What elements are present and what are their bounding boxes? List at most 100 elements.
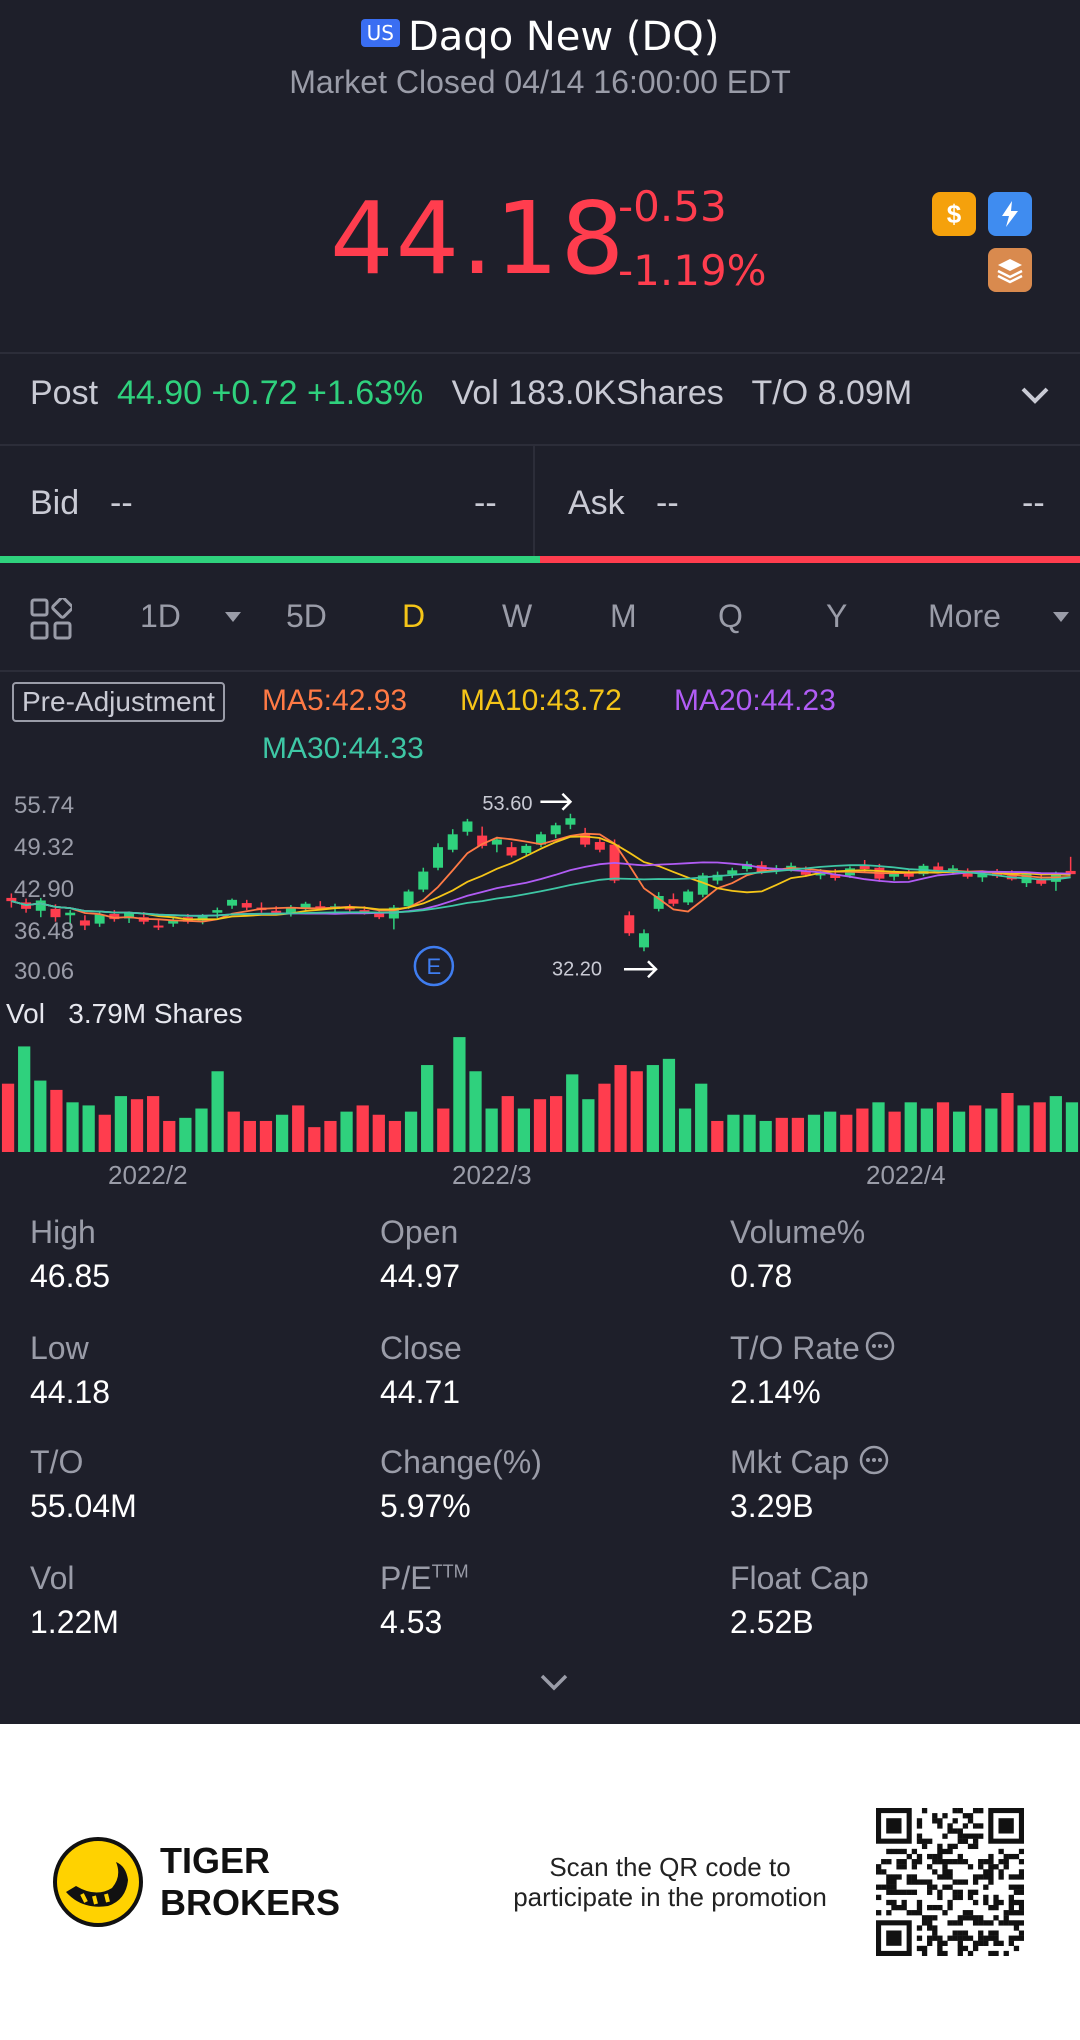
qr-finder (988, 1808, 1024, 1844)
qr-finder (876, 1920, 912, 1956)
high-marker-label: 53.60 (482, 793, 532, 815)
x-tick: 2022/2 (108, 1160, 188, 1190)
candle (712, 871, 723, 885)
x-tick: 2022/4 (866, 1160, 946, 1190)
stat-value-mkt-cap: 3.29B (730, 1488, 814, 1524)
pe-label: P/E (380, 1560, 432, 1596)
earnings-marker-icon[interactable]: E (413, 945, 455, 987)
post-change-pct: +1.63% (306, 374, 424, 412)
candle (168, 917, 179, 927)
volume-bar (404, 1111, 418, 1152)
volume-bar (952, 1111, 966, 1152)
post-market-row[interactable]: Post 44.90 +0.72 +1.63% Vol 183.0KShares… (30, 374, 912, 413)
tab-1d[interactable]: 1D (140, 598, 181, 634)
flash-icon[interactable] (988, 192, 1032, 236)
volume-bar (372, 1114, 385, 1152)
candle (550, 822, 561, 839)
dollar-icon[interactable]: $ (932, 192, 976, 236)
volume-bar (324, 1120, 337, 1152)
candle (683, 889, 694, 905)
stat-value-vol: 1.22M (30, 1604, 119, 1640)
volume-bar (775, 1117, 788, 1152)
stat-value-to-rate: 2.14% (730, 1374, 821, 1410)
volume-bar (1017, 1105, 1030, 1152)
tiger-logo-icon (53, 1837, 143, 1927)
volume-bar (1033, 1102, 1046, 1152)
ask-price: -- (656, 484, 679, 522)
last-price: 44.18 (330, 180, 627, 297)
volume-bar (598, 1083, 611, 1152)
tab-y[interactable]: Y (826, 598, 848, 634)
volume-bar (549, 1096, 563, 1152)
candle (153, 919, 164, 931)
stat-value-change-pct: 5.97% (380, 1488, 471, 1524)
volume-bar (292, 1105, 305, 1152)
info-icon[interactable] (858, 1444, 890, 1476)
ma5-label: MA5:42.93 (262, 684, 408, 717)
candle (241, 899, 252, 911)
volume-bar (1049, 1096, 1062, 1152)
pre-adjustment-button[interactable]: Pre-Adjustment (12, 682, 225, 722)
stat-value-pe: 4.53 (380, 1604, 443, 1640)
info-icon[interactable] (864, 1330, 896, 1362)
expand-stats-chevron-icon[interactable] (538, 1670, 570, 1694)
volume-bar (98, 1114, 111, 1152)
stat-value-open: 44.97 (380, 1258, 461, 1294)
tab-q[interactable]: Q (718, 598, 743, 634)
tab-w[interactable]: W (502, 598, 533, 634)
volume-bar (34, 1080, 47, 1152)
tab-5d[interactable]: 5D (286, 598, 327, 634)
volume-bar (485, 1108, 498, 1152)
post-change: +0.72 (211, 374, 298, 412)
stat-label-mkt-cap: Mkt Cap (730, 1444, 850, 1480)
volume-bar (711, 1120, 724, 1152)
stat-label-low: Low (30, 1330, 89, 1366)
volume-bar (566, 1074, 579, 1152)
volume-bar (662, 1058, 676, 1152)
caret-down-icon[interactable] (224, 610, 242, 624)
expand-chevron-icon[interactable] (1018, 380, 1052, 410)
tab-more[interactable]: More (928, 598, 1001, 634)
volume-bar (969, 1105, 982, 1152)
candle (447, 829, 458, 853)
volume-bar (727, 1114, 740, 1152)
period-tabs: 1D 5D D W M Q Y More (0, 580, 1080, 670)
candle (6, 893, 17, 908)
candlestick-chart[interactable]: 53.60 32.20 E (0, 780, 1080, 1000)
volume-bar (533, 1099, 547, 1152)
volume-title: Vol (6, 998, 45, 1029)
low-marker-label: 32.20 (552, 958, 602, 980)
more-caret-icon[interactable] (1052, 610, 1070, 624)
tab-m[interactable]: M (610, 598, 637, 634)
volume-bar (501, 1096, 514, 1152)
price-change-pct: -1.19% (618, 246, 767, 295)
volume-bar (791, 1117, 805, 1152)
volume-bar (179, 1117, 192, 1152)
volume-bar (646, 1065, 659, 1152)
layers-icon[interactable] (988, 248, 1032, 292)
volume-bar (743, 1114, 756, 1152)
qr-code[interactable] (876, 1808, 1024, 1956)
promo-line-2: participate in the promotion (513, 1882, 827, 1912)
volume-bar (50, 1089, 63, 1152)
stat-label-high: High (30, 1214, 96, 1250)
volume-bar (130, 1099, 144, 1152)
grid-icon[interactable] (30, 598, 72, 640)
tab-d[interactable]: D (402, 598, 426, 634)
candle (300, 901, 311, 912)
candle (653, 892, 664, 912)
volume-label: Vol 3.79M Shares (6, 998, 243, 1030)
volume-bar (840, 1114, 853, 1152)
bid-price: -- (110, 484, 133, 522)
candle (727, 867, 738, 879)
candle (433, 843, 444, 871)
post-label: Post (30, 374, 99, 412)
volume-chart[interactable] (0, 1030, 1080, 1152)
market-status: Market Closed 04/14 16:00:00 EDT (289, 64, 791, 100)
high-arrow-icon (540, 792, 573, 811)
price-change: -0.53 (618, 182, 727, 231)
candle (256, 902, 267, 913)
candle (491, 836, 502, 853)
volume-bar (211, 1071, 224, 1152)
stat-label-vol: Vol (30, 1560, 75, 1596)
